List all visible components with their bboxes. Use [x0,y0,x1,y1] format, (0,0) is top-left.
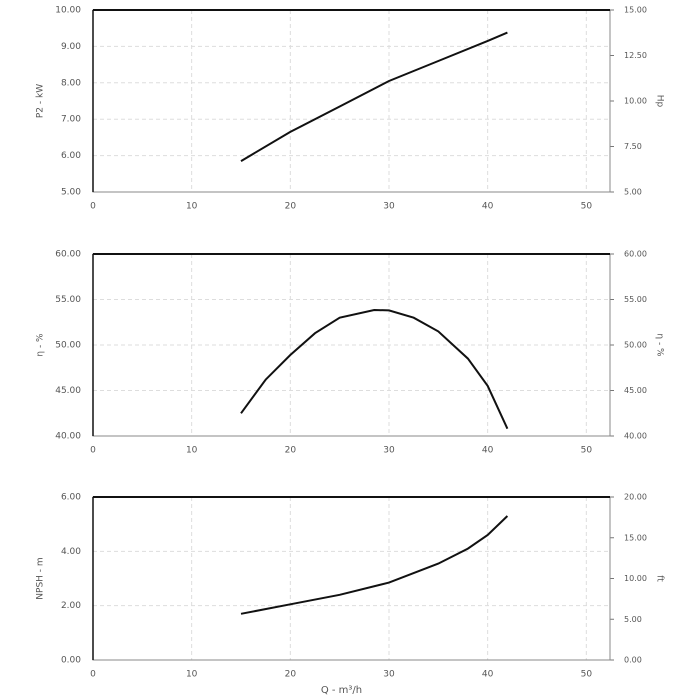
y-tick-label: 5.00 [61,188,81,198]
y-tick-label: 40.00 [55,432,81,442]
x-tick-label: 0 [90,202,96,212]
y2-tick-label: 60.00 [624,250,647,259]
x-tick-label: 30 [383,202,395,212]
y2-tick-label: 50.00 [624,341,647,350]
y-tick-label: 50.00 [55,341,81,351]
x-tick-label: 40 [482,202,494,212]
x-tick-label: 0 [90,670,96,680]
y-tick-label: 60.00 [55,250,81,260]
y-tick-label: 6.00 [61,151,81,161]
y2-tick-label: 5.00 [624,188,642,197]
y2-tick-label: 12.50 [624,51,647,60]
y2-tick-label: 15.00 [624,6,647,15]
x-tick-label: 40 [482,446,494,456]
y-tick-label: 9.00 [61,42,81,52]
x-tick-label: 20 [285,446,297,456]
y-tick-label: 4.00 [61,547,81,557]
y-tick-label: 45.00 [55,386,81,396]
y-tick-label: 8.00 [61,78,81,88]
curve [240,515,509,615]
y-tick-label: 2.00 [61,601,81,611]
y2-tick-label: 20.00 [624,493,647,502]
y2-tick-label: 40.00 [624,432,647,441]
y2-tick-label: 45.00 [624,386,647,395]
x-tick-label: 0 [90,446,96,456]
x-tick-label: 10 [186,670,198,680]
y2-axis-label: Hp [655,95,665,108]
plot-frame [92,496,611,661]
y2-tick-label: 7.50 [624,142,642,151]
y-tick-label: 7.00 [61,115,81,125]
y2-tick-label: 10.00 [624,97,647,106]
y-tick-label: 55.00 [55,295,81,305]
x-tick-label: 30 [383,446,395,456]
y2-tick-label: 5.00 [624,615,642,624]
y2-axis-label: ft [655,575,665,582]
curve [240,31,508,162]
x-tick-label: 40 [482,670,494,680]
curve [240,308,509,430]
x-tick-label: 10 [186,202,198,212]
y-axis-label: P2 - kW [36,84,46,118]
x-tick-label: 50 [581,446,593,456]
y2-tick-label: 15.00 [624,533,647,542]
y2-tick-label: 55.00 [624,295,647,304]
y2-tick-label: 10.00 [624,574,647,583]
x-axis-label: Q - m³/h [321,685,362,696]
y-tick-label: 10.00 [55,6,81,16]
x-tick-label: 20 [285,202,297,212]
y-tick-label: 0.00 [61,656,81,666]
x-tick-label: 50 [581,670,593,680]
x-tick-label: 30 [383,670,395,680]
y2-tick-label: 0.00 [624,656,642,665]
x-tick-label: 50 [581,202,593,212]
y-axis-label: η - % [36,333,46,357]
y-tick-label: 6.00 [61,493,81,503]
y2-axis-label: η - % [655,333,665,357]
x-tick-label: 10 [186,446,198,456]
y-axis-label: NPSH - m [36,557,46,599]
x-tick-label: 20 [285,670,297,680]
